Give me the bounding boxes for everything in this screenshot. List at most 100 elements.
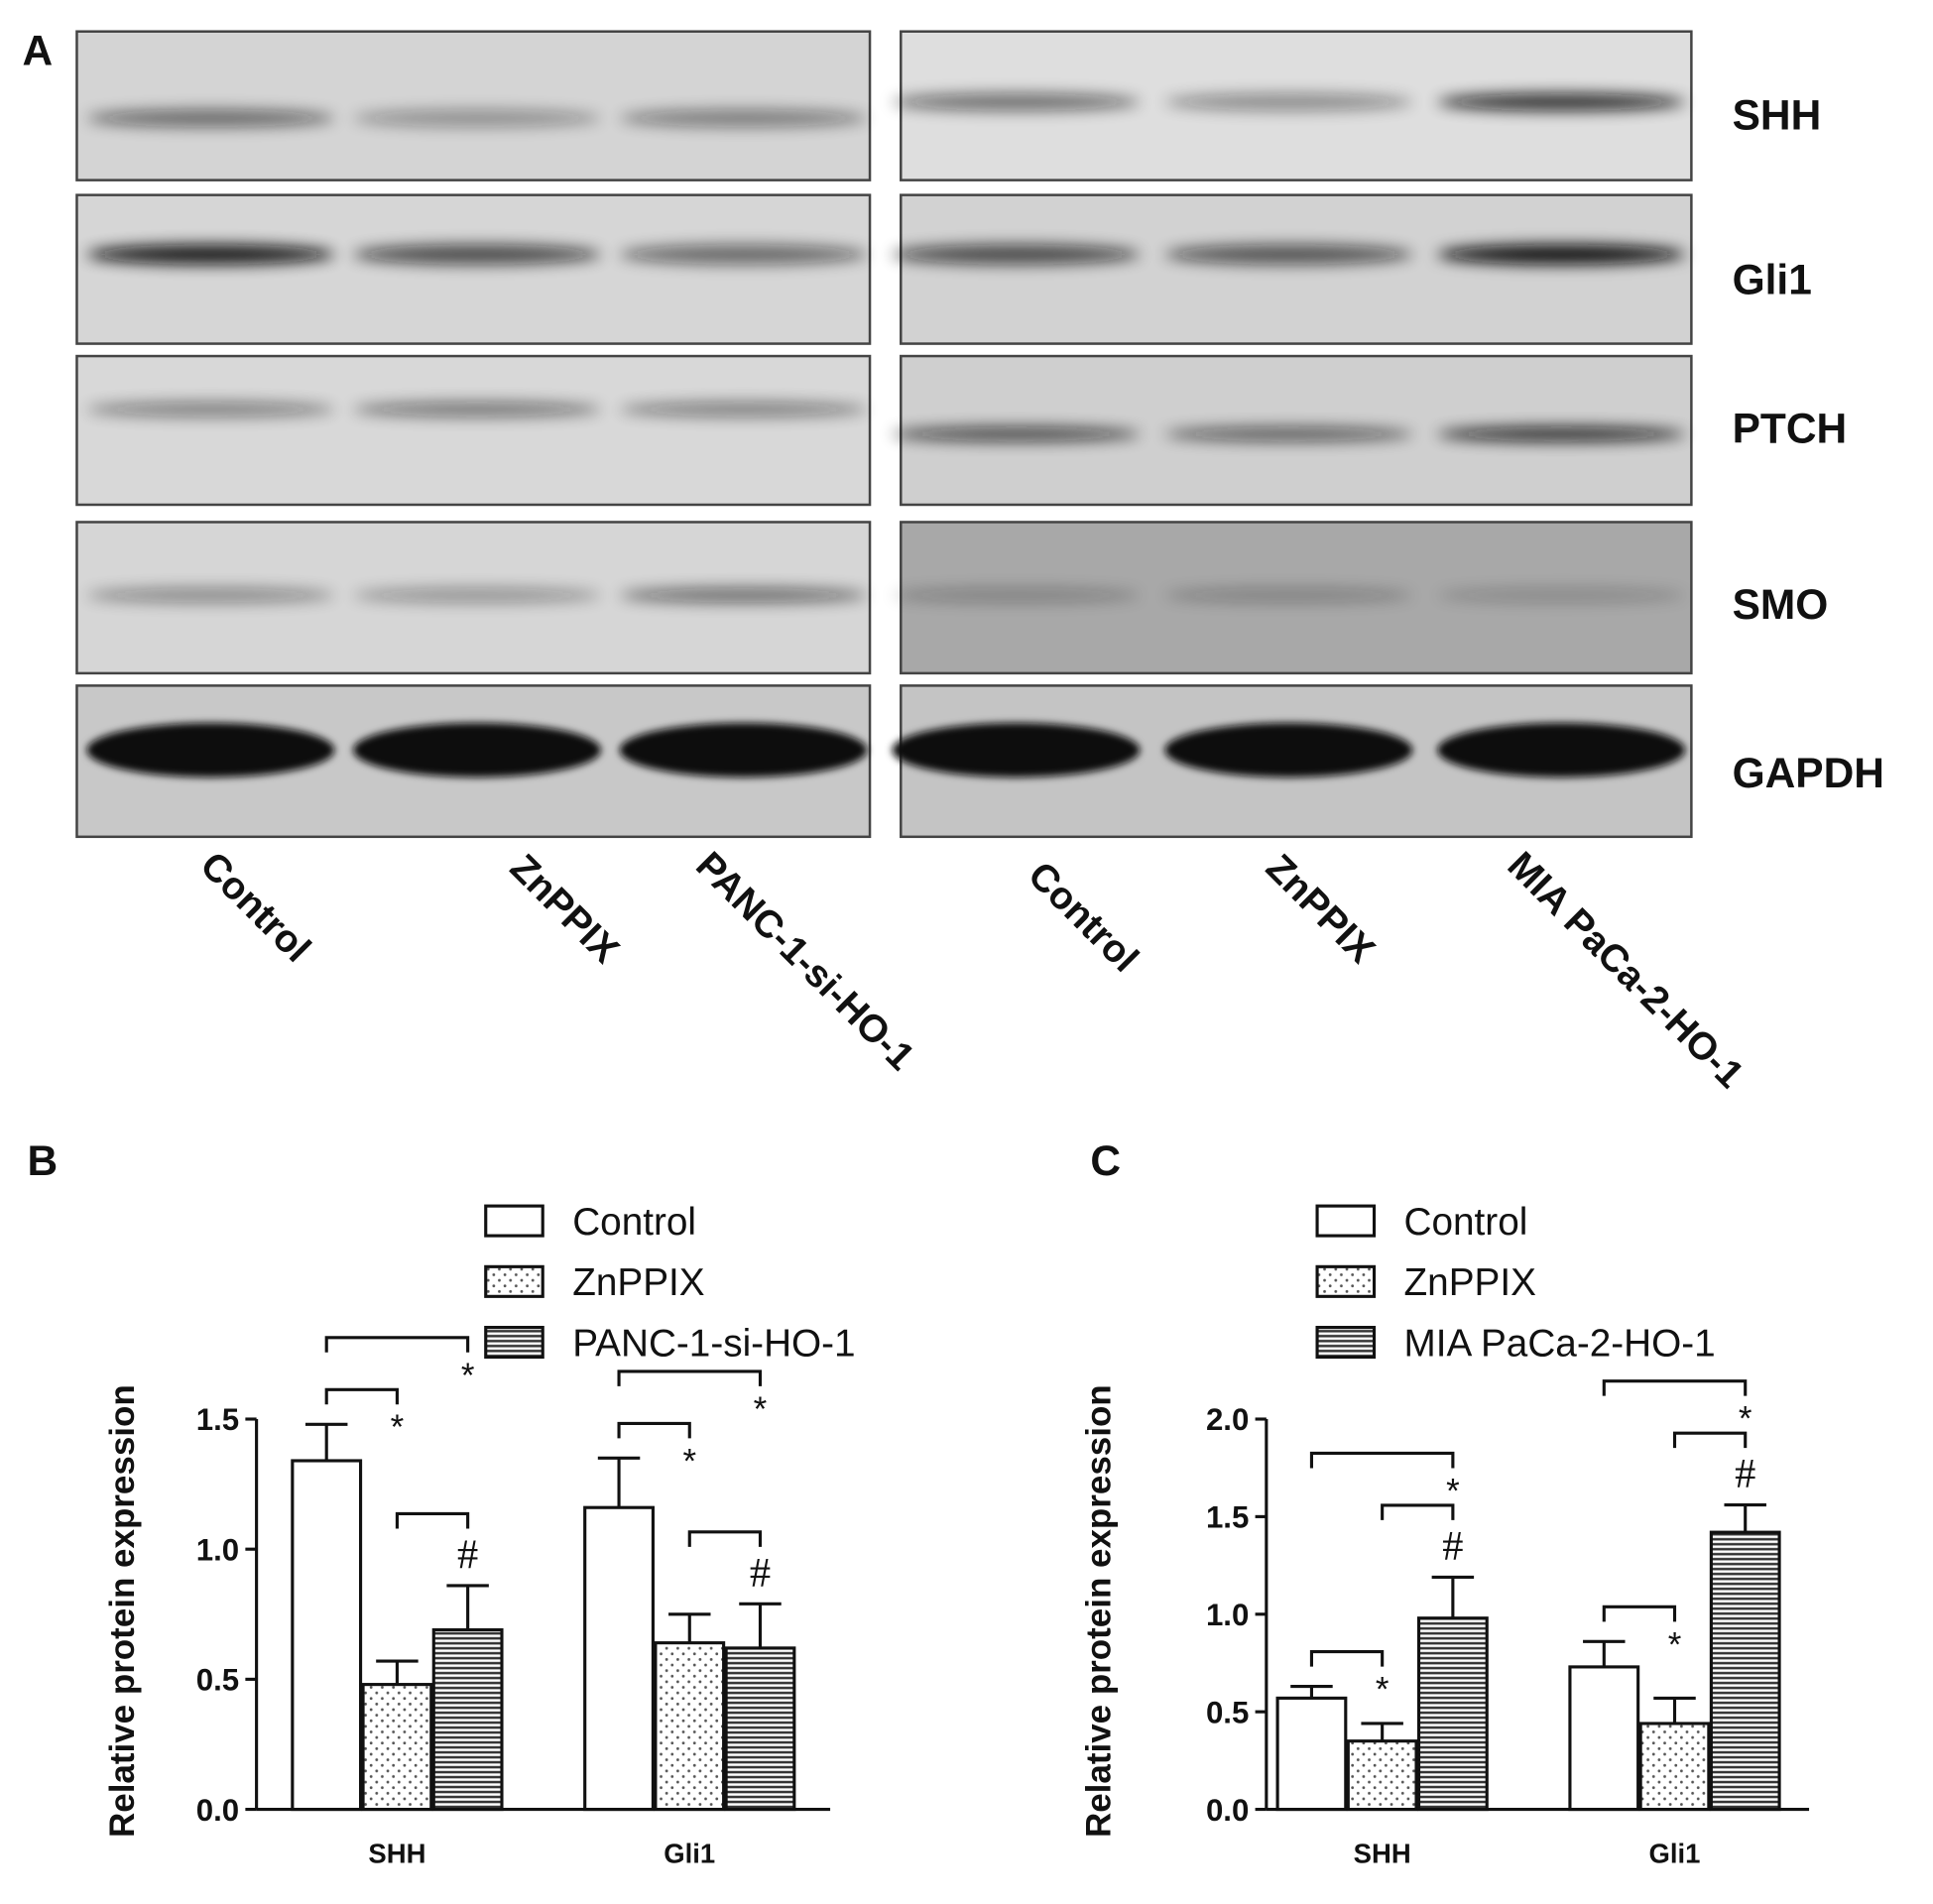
significance-bracket [617,1421,691,1439]
bar [1275,1696,1348,1812]
y-tick-label: 1.0 [196,1532,239,1567]
error-bar [446,1584,489,1630]
bar [1346,1739,1418,1812]
blot-band [1437,93,1686,111]
legend-label: PANC-1-si-HO-1 [572,1322,855,1365]
legend-swatch [1315,1204,1377,1238]
legend-label: ZnPPIX [1404,1261,1537,1304]
blot-box [75,30,872,181]
significance-mark: # [457,1531,478,1578]
error-bar [1361,1722,1403,1741]
error-bar [376,1659,419,1685]
blot-box [900,193,1693,345]
lane-label: Control [1020,854,1147,981]
legend-label: Control [572,1201,696,1244]
blot-band [1437,587,1686,603]
blot-band [892,93,1141,111]
blot-band [1437,722,1686,777]
x-tick-label: SHH [368,1838,425,1868]
y-axis-title: Relative protein expression [103,1384,142,1838]
panel-label: C [1090,1137,1121,1184]
blot-band [353,402,601,417]
blot [75,193,872,345]
bar-chart: B Relative protein expression 0.0 0.5 1.0 1.5… [27,1137,855,1868]
error-bar [1290,1685,1333,1699]
blot-band [1164,722,1413,777]
blot [892,354,1693,507]
blot-band [86,244,335,265]
blot-band [1437,244,1686,265]
significance-mark: * [461,1357,475,1395]
x-tick-label: Gli1 [1649,1838,1701,1868]
significance-bracket [1672,1431,1748,1449]
protein-label: SMO [1733,581,1829,628]
blot [75,684,872,839]
legend-label: MIA PaCa-2-HO-1 [1404,1322,1716,1365]
blot [75,30,872,181]
blot-band [86,109,335,127]
significance-bracket [687,1530,763,1547]
blot-band [353,587,601,603]
y-tick-label: 0.0 [196,1793,239,1828]
blot-band [619,244,868,265]
legend-label: ZnPPIX [572,1261,705,1304]
protein-label: Gli1 [1733,257,1812,303]
bar [724,1646,796,1812]
blot-band [619,587,868,603]
panel-label: B [27,1137,58,1184]
significance-mark: * [1668,1625,1682,1664]
blot-box [75,354,872,507]
blot-band [892,426,1141,442]
blot-band [86,402,335,417]
bar [431,1627,504,1812]
blot [892,684,1693,839]
bar-chart: C Relative protein expression 0.0 0.5 1.0 1.5… [1079,1137,1810,1868]
significance-mark: # [1442,1523,1463,1570]
legend-swatch [1315,1325,1377,1360]
blot-band [353,244,601,265]
blot [892,193,1693,345]
legend-swatch [484,1264,544,1298]
lane-label: ZnPPIX [1258,847,1383,972]
significance-bracket [1381,1503,1455,1520]
y-tick-label: 2.0 [1206,1402,1249,1437]
y-tick-label: 1.0 [1206,1598,1249,1632]
significance-bracket [1309,1451,1455,1469]
significance-bracket [324,1387,399,1405]
error-bar [1431,1575,1475,1618]
protein-label: GAPDH [1733,750,1884,796]
bar [1416,1616,1489,1812]
error-bar [304,1422,348,1461]
significance-mark: * [1376,1671,1389,1710]
significance-bracket [1602,1605,1677,1622]
error-bar [1724,1503,1766,1533]
bar [291,1459,363,1812]
bar [361,1683,433,1812]
x-tick-label: SHH [1354,1838,1411,1868]
significance-mark: * [682,1442,696,1481]
significance-bracket [617,1369,763,1386]
significance-bracket [1602,1379,1748,1396]
legend-swatch [484,1325,544,1360]
significance-mark: * [1446,1472,1460,1510]
bar [654,1641,726,1812]
blot-band [1164,93,1413,111]
bar [583,1505,655,1812]
legend-swatch [1315,1264,1377,1298]
blot-band [353,722,601,777]
error-bar [597,1456,641,1508]
panel-label: A [22,27,53,73]
lane-label: MIA PaCa-2-HO-1 [1500,844,1752,1097]
y-tick-label: 0.5 [1206,1695,1249,1729]
y-tick-label: 1.5 [1206,1500,1249,1535]
blot-band [619,402,868,417]
blot-band [892,722,1141,777]
blot-band [1164,244,1413,265]
blot-band [619,722,868,777]
significance-mark: * [391,1408,405,1447]
significance-bracket [1309,1650,1385,1667]
protein-label: PTCH [1733,406,1848,452]
x-tick-label: Gli1 [664,1838,715,1868]
